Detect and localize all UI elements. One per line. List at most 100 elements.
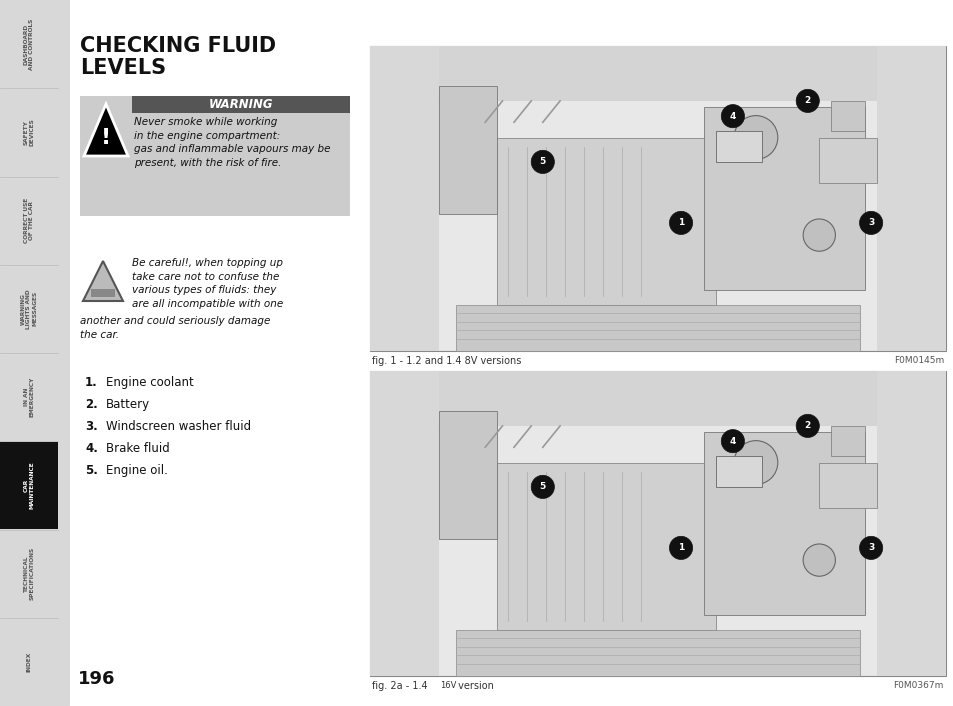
Text: CAR
MAINTENANCE: CAR MAINTENANCE — [24, 462, 34, 509]
Bar — [370, 371, 438, 676]
Bar — [0, 177, 58, 264]
Text: LEVELS: LEVELS — [80, 58, 166, 78]
Text: 1: 1 — [678, 544, 683, 552]
Bar — [715, 131, 760, 162]
Text: Windscreen washer fluid: Windscreen washer fluid — [106, 420, 251, 433]
Circle shape — [733, 116, 777, 160]
FancyBboxPatch shape — [54, 441, 70, 530]
Bar — [876, 46, 945, 351]
Bar — [703, 432, 864, 615]
Bar — [0, 1, 58, 88]
Circle shape — [859, 211, 882, 234]
Text: WARNING
LIGHTS AND
MESSAGES: WARNING LIGHTS AND MESSAGES — [21, 289, 37, 329]
Text: SAFETY
DEVICES: SAFETY DEVICES — [24, 119, 34, 146]
Bar — [715, 456, 760, 487]
Bar — [819, 462, 876, 508]
Bar — [830, 101, 864, 131]
Circle shape — [531, 475, 554, 498]
Text: 4.: 4. — [85, 442, 98, 455]
Text: another and could seriously damage
the car.: another and could seriously damage the c… — [80, 316, 270, 340]
FancyBboxPatch shape — [54, 264, 70, 354]
Text: 3: 3 — [867, 218, 873, 227]
Bar — [438, 411, 497, 539]
Text: F0M0145m: F0M0145m — [893, 356, 943, 365]
Polygon shape — [83, 261, 123, 301]
Text: 4: 4 — [729, 436, 736, 445]
Text: 2: 2 — [803, 421, 810, 431]
Bar — [370, 46, 438, 351]
Text: !: ! — [101, 128, 111, 148]
Circle shape — [733, 441, 777, 484]
Text: 5: 5 — [539, 482, 545, 491]
Text: DASHBOARD
AND CONTROLS: DASHBOARD AND CONTROLS — [24, 18, 34, 70]
Text: fig. 2a - 1.4: fig. 2a - 1.4 — [372, 681, 431, 691]
Circle shape — [720, 429, 743, 453]
Text: 4: 4 — [729, 112, 736, 121]
Text: Never smoke while working
in the engine compartment:
gas and inflammable vapours: Never smoke while working in the engine … — [133, 117, 330, 168]
Bar — [80, 96, 350, 216]
Bar — [438, 85, 497, 214]
Circle shape — [796, 90, 819, 112]
Polygon shape — [84, 104, 128, 156]
Text: 16V: 16V — [439, 681, 456, 690]
Text: 3: 3 — [867, 544, 873, 552]
Bar — [819, 138, 876, 184]
Text: CORRECT USE
OF THE CAR: CORRECT USE OF THE CAR — [24, 198, 34, 244]
Text: TECHNICAL
SPECIFICATIONS: TECHNICAL SPECIFICATIONS — [24, 547, 34, 600]
Text: 1: 1 — [678, 218, 683, 227]
Text: Engine coolant: Engine coolant — [106, 376, 193, 389]
Bar — [0, 618, 58, 705]
Bar — [497, 138, 715, 305]
Bar — [0, 0, 66, 706]
Text: Be careful!, when topping up
take care not to confuse the
various types of fluid: Be careful!, when topping up take care n… — [132, 258, 283, 309]
Text: INDEX: INDEX — [27, 652, 31, 672]
Circle shape — [669, 211, 692, 234]
Bar — [0, 265, 58, 352]
Text: Engine oil.: Engine oil. — [106, 464, 168, 477]
Bar — [0, 530, 58, 617]
Bar — [497, 462, 715, 630]
Circle shape — [720, 104, 743, 128]
Text: Battery: Battery — [106, 398, 150, 411]
Text: fig. 1 - 1.2 and 1.4 8V versions: fig. 1 - 1.2 and 1.4 8V versions — [372, 356, 521, 366]
Circle shape — [531, 150, 554, 174]
Bar — [456, 305, 859, 351]
Bar — [0, 354, 58, 441]
FancyBboxPatch shape — [54, 176, 70, 265]
Text: version: version — [455, 681, 494, 691]
Text: 2.: 2. — [85, 398, 97, 411]
Text: IN AN
EMERGENCY: IN AN EMERGENCY — [24, 377, 34, 417]
Bar — [0, 442, 58, 529]
Circle shape — [796, 414, 819, 438]
Bar — [132, 96, 350, 113]
Text: 3.: 3. — [85, 420, 97, 433]
Text: WARNING: WARNING — [209, 98, 273, 111]
Text: 5: 5 — [539, 157, 545, 167]
Circle shape — [669, 537, 692, 559]
FancyBboxPatch shape — [54, 352, 70, 442]
Text: CHECKING FLUID: CHECKING FLUID — [80, 36, 275, 56]
Circle shape — [802, 544, 835, 576]
Circle shape — [802, 219, 835, 251]
Text: 1.: 1. — [85, 376, 97, 389]
Bar — [456, 630, 859, 676]
FancyBboxPatch shape — [54, 529, 70, 618]
FancyBboxPatch shape — [54, 88, 70, 177]
Text: F0M0367m: F0M0367m — [893, 681, 943, 690]
FancyBboxPatch shape — [54, 0, 70, 89]
Bar — [91, 289, 115, 297]
Text: Brake fluid: Brake fluid — [106, 442, 170, 455]
Bar — [830, 426, 864, 456]
Bar — [370, 371, 945, 426]
Bar — [703, 107, 864, 290]
Bar — [876, 371, 945, 676]
Text: 2: 2 — [803, 97, 810, 105]
Text: 5.: 5. — [85, 464, 98, 477]
Bar — [0, 89, 58, 176]
Circle shape — [859, 537, 882, 559]
Bar — [370, 371, 945, 676]
FancyBboxPatch shape — [54, 617, 70, 706]
Bar — [370, 46, 945, 101]
Text: 196: 196 — [78, 670, 115, 688]
Bar — [370, 46, 945, 351]
